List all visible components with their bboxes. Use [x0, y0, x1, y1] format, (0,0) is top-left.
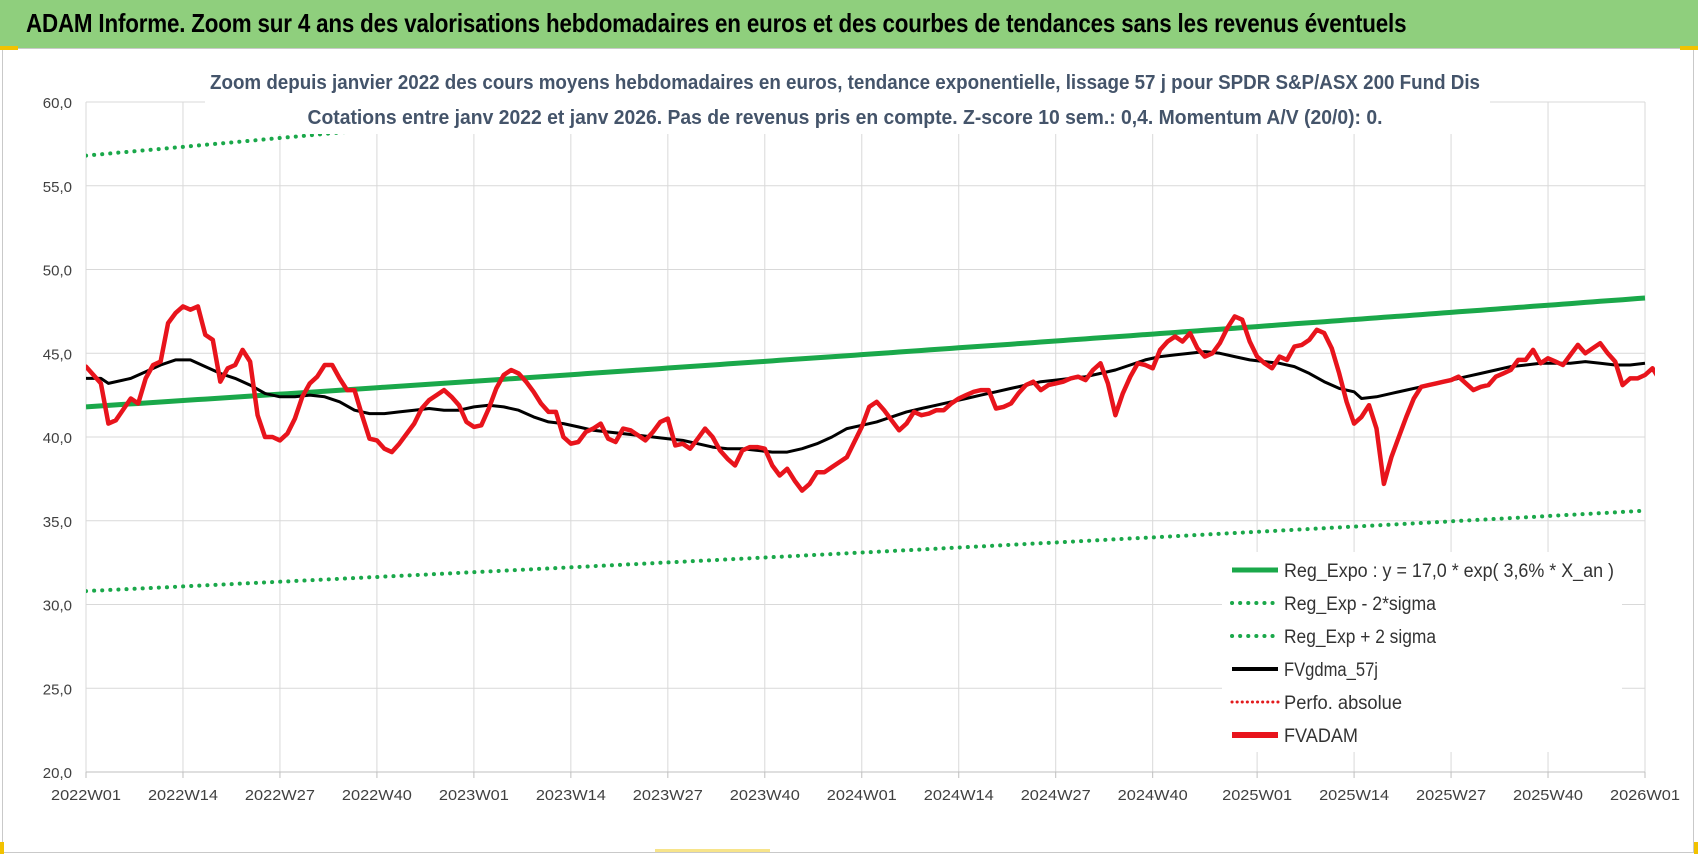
x-tick-label: 2025W40: [1513, 787, 1583, 804]
x-tick-label: 2026W01: [1610, 787, 1680, 804]
x-tick-label: 2022W40: [342, 787, 412, 804]
y-tick-label: 40,0: [43, 430, 72, 447]
x-tick-label: 2024W27: [1021, 787, 1091, 804]
frame-corner-marker-bottom-right: [1694, 842, 1698, 854]
x-tick-label: 2022W01: [51, 787, 121, 804]
series-reg-expo: [86, 295, 1646, 410]
report-banner: ADAM Informe. Zoom sur 4 ans des valoris…: [0, 0, 1698, 48]
series-fvgdma: [86, 350, 1646, 454]
legend-label-fvadam: FVADAM: [1284, 726, 1358, 747]
x-tick-label: 2024W40: [1118, 787, 1188, 804]
legend-background: [1222, 552, 1622, 752]
title-background: [205, 66, 1490, 134]
frame-corner-marker-bottom-left: [0, 842, 4, 854]
report-title: ADAM Informe. Zoom sur 4 ans des valoris…: [26, 8, 1407, 38]
x-tick-label: 2022W27: [245, 787, 315, 804]
y-axis-ticks: 20,0 25,0 30,0 35,0 40,0 45,0 50,0 55,0 60,0: [43, 95, 72, 782]
chart-title-line2: Cotations entre janv 2022 et janv 2026. …: [308, 107, 1383, 129]
x-tick-label: 2023W14: [536, 787, 606, 804]
y-tick-label: 60,0: [43, 95, 72, 112]
x-tick-label: 2023W27: [633, 787, 703, 804]
chart-title-line1: Zoom depuis janvier 2022 des cours moyen…: [210, 72, 1480, 94]
y-tick-label: 25,0: [43, 681, 72, 698]
legend-label-reg-expo: Reg_Expo : y = 17,0 * exp( 3,6% * X_an ): [1284, 561, 1614, 582]
y-tick-label: 50,0: [43, 263, 72, 280]
chart-frame: [2, 48, 1694, 853]
series-reg-minus-sigma: [86, 508, 1647, 594]
x-axis-ticks: 2022W01 2022W14 2022W27 2022W40 2023W01 2023W…: [51, 787, 1680, 804]
x-tick-label: 2025W14: [1319, 787, 1389, 804]
x-tick-label: 2025W27: [1416, 787, 1486, 804]
y-tick-label: 20,0: [43, 765, 72, 782]
frame-corner-marker-right: [1680, 46, 1698, 50]
x-tick-label: 2024W01: [827, 787, 897, 804]
legend-label-reg-plus-sigma: Reg_Exp + 2 sigma: [1284, 627, 1436, 648]
x-tick-label: 2023W01: [439, 787, 509, 804]
x-tick-label: 2025W01: [1222, 787, 1292, 804]
y-tick-label: 45,0: [43, 346, 72, 363]
legend-label-fvgdma: FVgdma_57j: [1284, 660, 1378, 681]
x-tick-label: 2022W14: [148, 787, 218, 804]
frame-corner-marker-left: [0, 46, 18, 50]
y-tick-label: 35,0: [43, 514, 72, 531]
legend: Reg_Expo : y = 17,0 * exp( 3,6% * X_an )…: [1222, 552, 1622, 752]
x-tick-label: 2023W40: [730, 787, 800, 804]
y-tick-label: 30,0: [43, 598, 72, 615]
x-tick-label: 2024W14: [924, 787, 994, 804]
legend-label-perfo-absolue: Perfo. absolue: [1284, 693, 1402, 714]
legend-label-reg-minus-sigma: Reg_Exp - 2*sigma: [1284, 594, 1436, 615]
series-fvadam: [86, 304, 1655, 493]
frame-corner-marker-bottom-mid: [655, 849, 770, 852]
y-tick-label: 55,0: [43, 179, 72, 196]
